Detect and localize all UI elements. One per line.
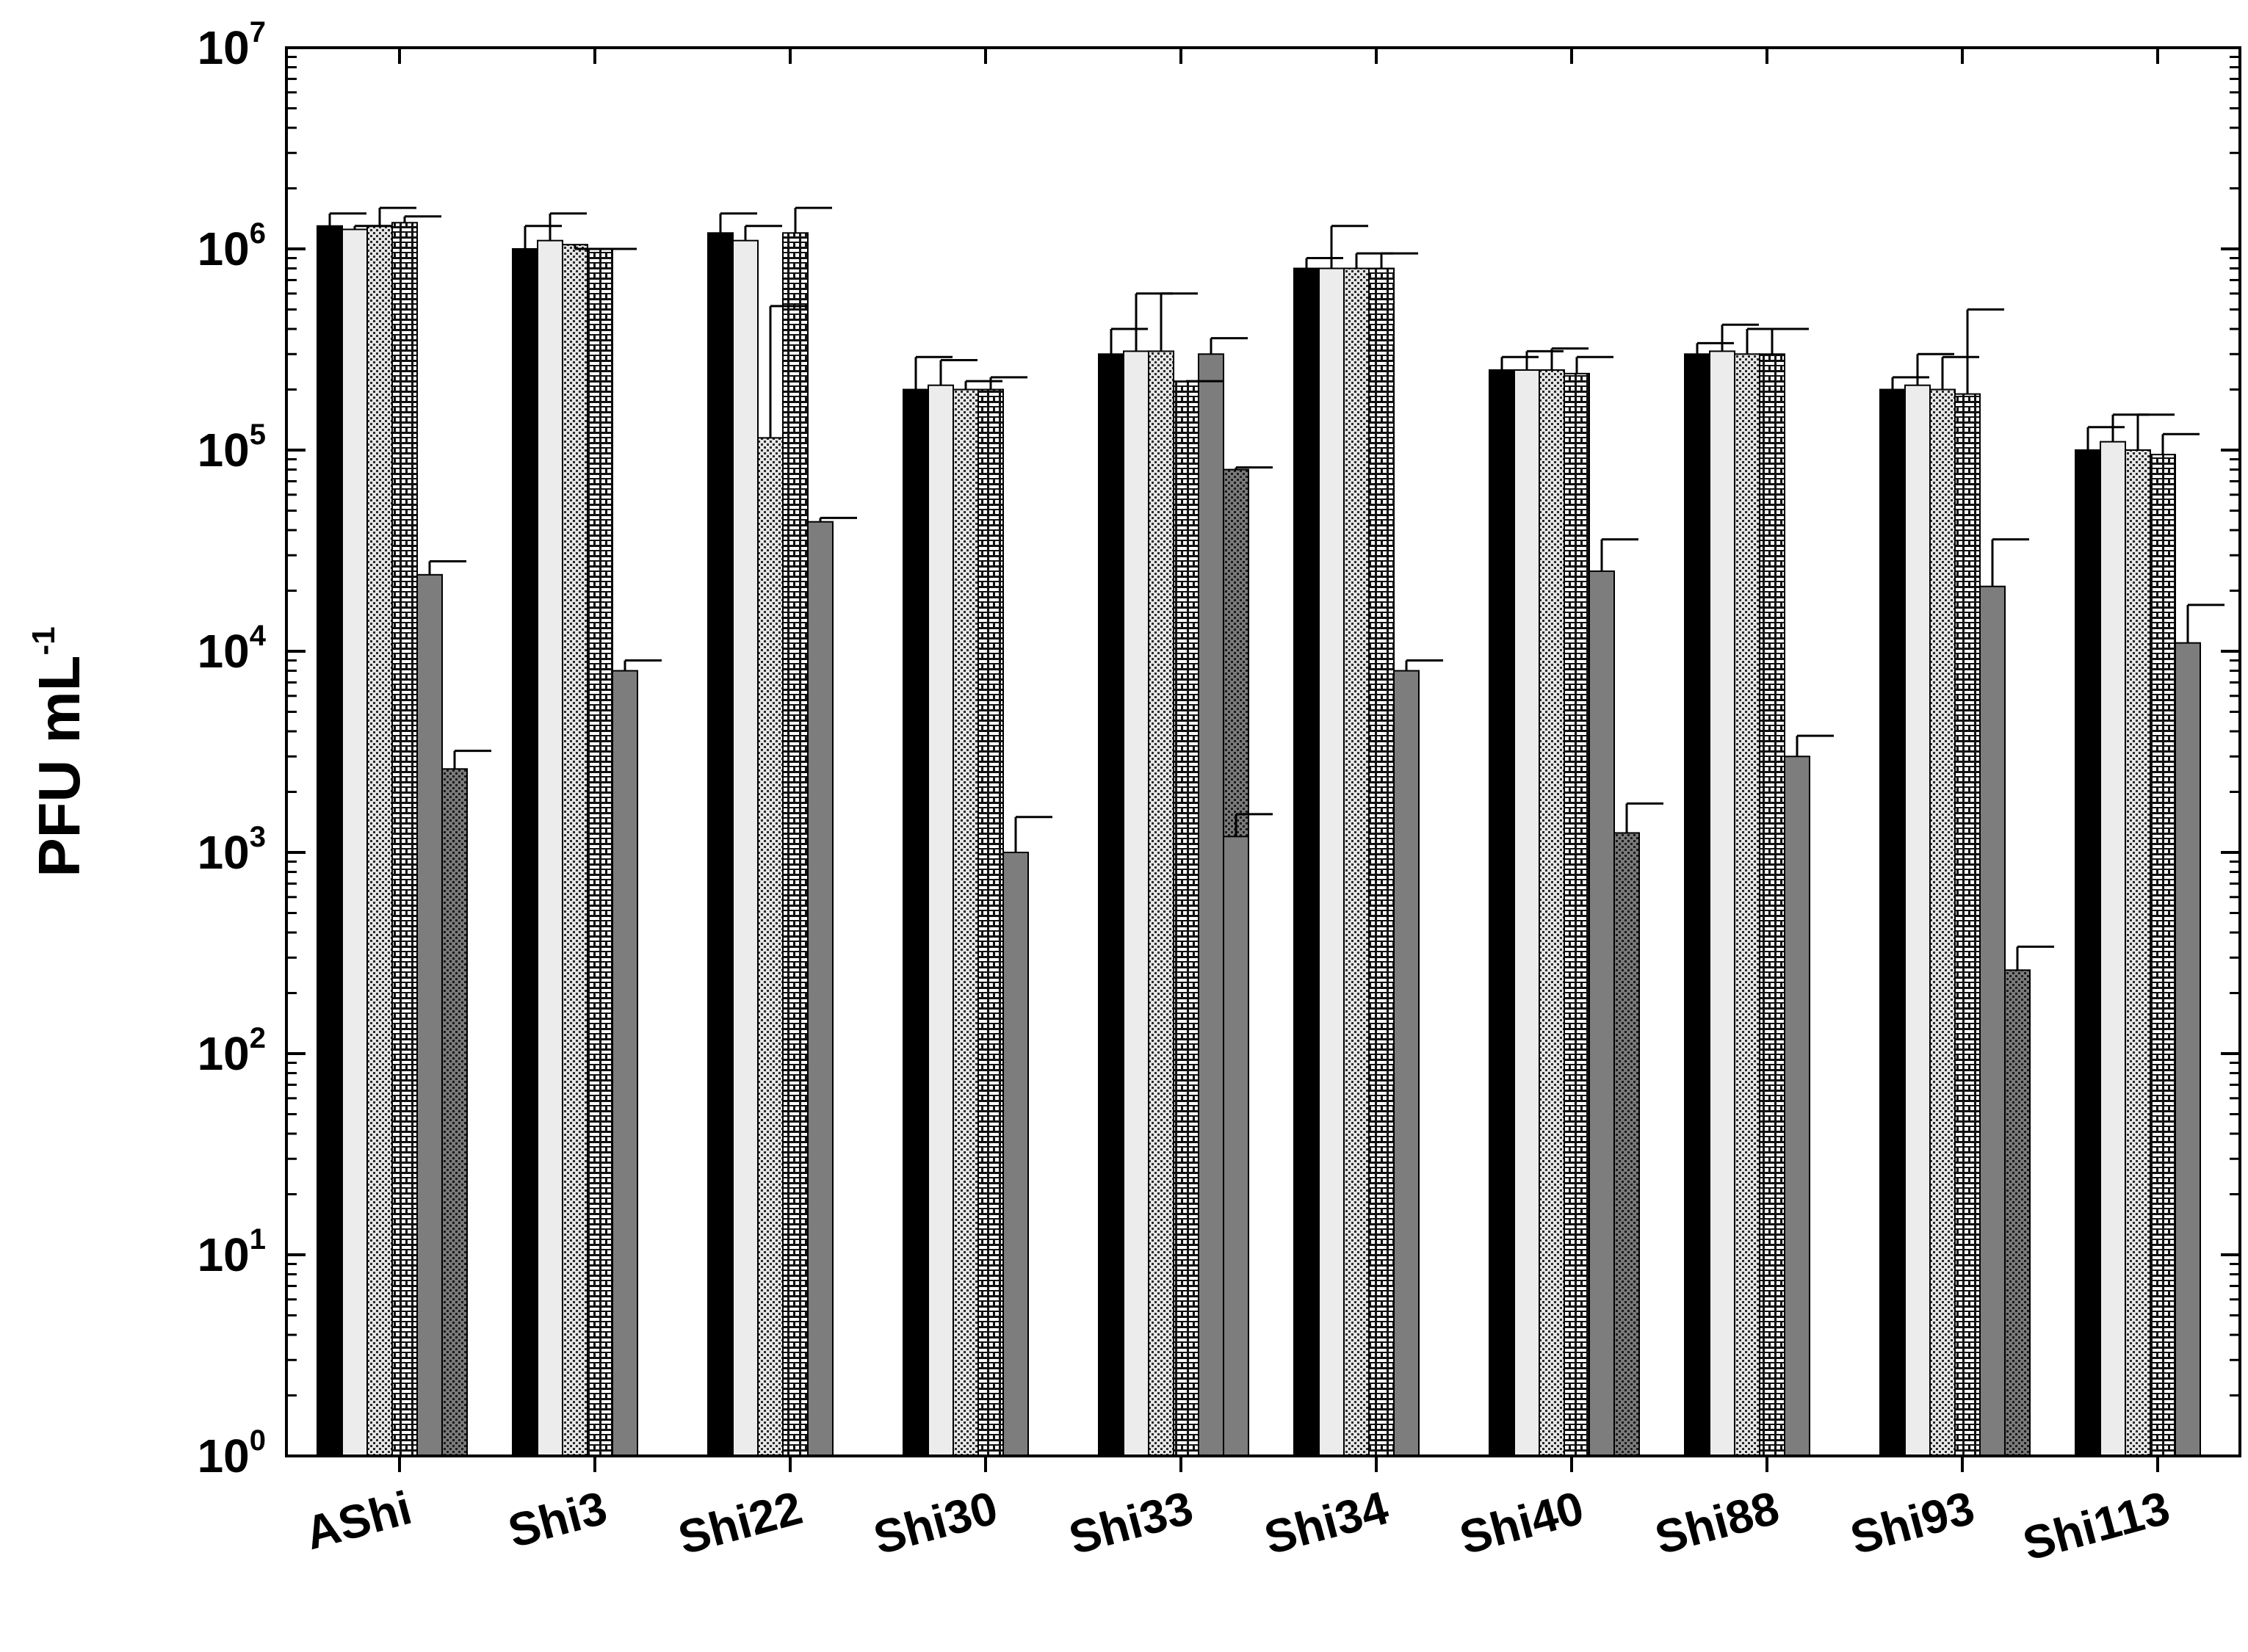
bar (1489, 369, 1515, 1457)
y-tick-base: 10 (198, 826, 250, 879)
bar (1979, 585, 2006, 1457)
bar (903, 388, 929, 1457)
bar (1759, 353, 1785, 1457)
bar (2100, 441, 2126, 1457)
y-tick-label: 103 (198, 821, 266, 879)
bar (1514, 369, 1540, 1457)
bar (1684, 353, 1710, 1457)
bar (2004, 969, 2031, 1457)
y-tick-label: 107 (198, 16, 266, 74)
bars-layer (317, 222, 2201, 1457)
bar (1393, 670, 1420, 1457)
y-axis-title: PFU mL-1 (26, 626, 92, 877)
bar (1709, 350, 1735, 1457)
bar (1613, 832, 1640, 1457)
bar (612, 670, 638, 1457)
bar (1223, 836, 1249, 1457)
y-axis-label-text: PFU mL (26, 655, 92, 877)
y-tick-base: 10 (198, 424, 250, 477)
x-tick-label: Shi113 (2017, 1481, 2175, 1571)
bar (1368, 267, 1395, 1457)
error-bars-layer (328, 206, 2224, 971)
bar (732, 239, 759, 1457)
bar (391, 222, 418, 1457)
bar (1198, 353, 1224, 1457)
bar (537, 239, 563, 1457)
x-tick-label: AShi (300, 1481, 416, 1559)
y-tick-exponent: 3 (250, 821, 266, 853)
y-tick-label: 102 (198, 1022, 266, 1080)
bar (1589, 570, 1615, 1457)
bar (366, 225, 393, 1457)
x-tick-label: Shi22 (673, 1481, 808, 1565)
y-tick-label: 100 (198, 1424, 266, 1482)
y-tick-label: 106 (198, 217, 266, 275)
y-tick-base: 10 (198, 625, 250, 678)
bar (1564, 372, 1590, 1457)
y-tick-label: 104 (198, 620, 267, 678)
y-tick-exponent: 7 (250, 16, 266, 48)
bar (317, 225, 343, 1457)
y-tick-exponent: 0 (250, 1424, 266, 1457)
y-axis-label: PFU mL-1 (26, 626, 92, 877)
bar (1002, 852, 1029, 1457)
bar (928, 384, 954, 1457)
bar (1954, 393, 1981, 1457)
x-tick-label: Shi30 (868, 1481, 1003, 1565)
y-tick-exponent: 4 (250, 620, 267, 652)
y-tick-label: 101 (198, 1223, 266, 1281)
bar (1343, 267, 1370, 1457)
bar (757, 437, 784, 1457)
bar (2175, 642, 2201, 1457)
y-tick-exponent: 2 (250, 1022, 266, 1054)
bar (1879, 388, 1906, 1457)
y-tick-exponent: 6 (250, 217, 266, 250)
bar (587, 248, 613, 1457)
bar (1098, 353, 1124, 1457)
bar (2075, 449, 2101, 1457)
bar (953, 388, 979, 1457)
x-tick-label: Shi40 (1454, 1481, 1589, 1565)
y-tick-label: 105 (198, 419, 266, 477)
y-tick-base: 10 (198, 1027, 250, 1080)
bar (416, 573, 443, 1457)
y-tick-base: 10 (198, 21, 250, 74)
bar (512, 248, 538, 1457)
plot-frame (285, 46, 2241, 1457)
bar (562, 244, 588, 1457)
bar (1929, 388, 1956, 1457)
y-tick-base: 10 (198, 1430, 250, 1482)
bar (1734, 353, 1760, 1457)
y-tick-exponent: 1 (250, 1223, 266, 1256)
y-tick-base: 10 (198, 222, 250, 275)
bar (2150, 454, 2176, 1457)
x-tick-label: Shi88 (1649, 1481, 1785, 1565)
bar (1173, 380, 1199, 1457)
bar (707, 232, 734, 1457)
bar (341, 228, 368, 1457)
bar (441, 768, 468, 1457)
x-tick-label: Shi93 (1845, 1481, 1980, 1565)
x-tick-label: Shi3 (502, 1481, 612, 1558)
y-axis-label-exponent: -1 (26, 626, 62, 655)
y-tick-base: 10 (198, 1228, 250, 1281)
x-tick-label: Shi33 (1063, 1481, 1199, 1565)
bar (977, 388, 1004, 1457)
y-tick-exponent: 5 (250, 419, 266, 451)
bar (1318, 267, 1345, 1457)
bar (807, 521, 834, 1457)
bar (1293, 267, 1320, 1457)
bar (1123, 350, 1149, 1457)
bar (1904, 384, 1931, 1457)
bar (1784, 756, 1810, 1457)
bar (1539, 369, 1565, 1457)
x-tick-label: Shi34 (1259, 1481, 1394, 1565)
axes-layer (285, 46, 2241, 1457)
bar (1148, 350, 1174, 1457)
bar (782, 232, 809, 1457)
bar (2125, 449, 2151, 1457)
